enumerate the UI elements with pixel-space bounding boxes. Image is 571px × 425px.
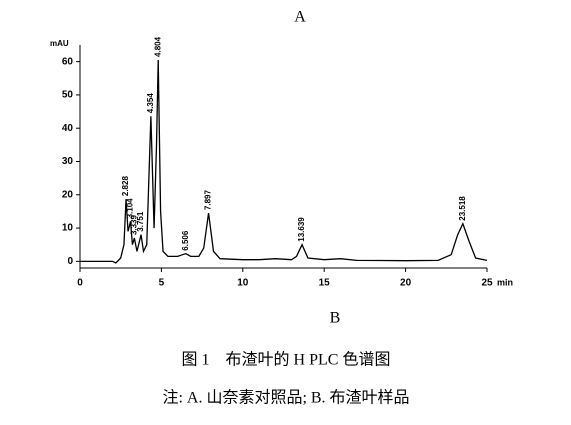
- peak-label: 13.639: [297, 217, 306, 242]
- x-tick-label: 10: [237, 278, 249, 289]
- x-axis-label: min: [497, 277, 513, 287]
- x-tick-label: 0: [77, 278, 83, 289]
- peak-label: 4.804: [153, 36, 162, 57]
- peak-label: 4.354: [146, 93, 155, 114]
- trace: [80, 59, 488, 264]
- y-tick-label: 0: [67, 256, 73, 267]
- x-tick-label: 15: [319, 278, 331, 289]
- x-tick-label: 25: [481, 278, 493, 289]
- peak-label: 3.339: [129, 214, 138, 235]
- x-tick-label: 5: [159, 278, 165, 289]
- peak-label: 6.506: [181, 230, 190, 251]
- peak-label: 7.897: [204, 190, 213, 211]
- y-tick-label: 60: [62, 56, 74, 67]
- y-tick-label: 20: [62, 189, 74, 200]
- chart-title: A: [294, 9, 306, 26]
- peak-label: 3.104: [126, 198, 135, 219]
- peak-label: 23.518: [458, 196, 467, 221]
- peak-label: 3.751: [136, 211, 145, 232]
- y-tick-label: 50: [62, 90, 74, 101]
- y-tick-label: 40: [62, 123, 74, 134]
- y-tick-label: 30: [62, 156, 74, 167]
- x-tick-label: 20: [400, 278, 412, 289]
- caption: 图 1 布渣叶的 H PLC 色谱图: [182, 351, 391, 369]
- y-axis-label: mAU: [50, 39, 69, 48]
- y-tick-label: 10: [62, 223, 74, 234]
- peak-label: 2.828: [121, 176, 130, 197]
- subtitle: B: [330, 310, 341, 327]
- note: 注: A. 山奈素对照品; B. 布渣叶样品: [162, 389, 409, 407]
